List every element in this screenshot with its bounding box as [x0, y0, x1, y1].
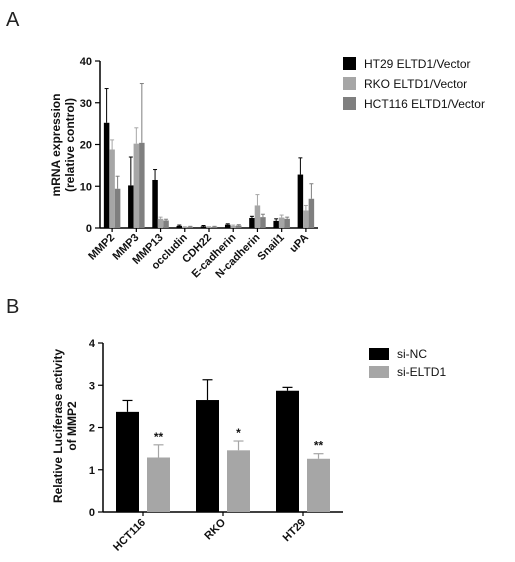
- chart-b-ytick-label-0: 0: [89, 507, 95, 519]
- chart-a-bar-8-2: [308, 198, 315, 228]
- chart-a-bar-7-2: [284, 218, 290, 228]
- chart-a-bar-1-2: [139, 142, 145, 228]
- chart-a-bar-5-2: [235, 225, 242, 228]
- chart-b-ytick-label-2: 2: [89, 423, 95, 435]
- chart-a-ytick-label-2: 20: [80, 140, 92, 152]
- chart-a-bar-6-0: [249, 217, 255, 228]
- chart-a-bar-2-0: [152, 179, 158, 228]
- chart-a-ytick-label-1: 10: [80, 181, 92, 193]
- chart-b-category-label-2: HT29: [281, 517, 309, 545]
- chart-b-ytick-label-4: 4: [89, 338, 96, 350]
- chart-a-category-label-7: Snail1: [255, 232, 286, 263]
- chart-a-bar-3-0: [176, 225, 183, 228]
- panel-label-b: B: [6, 296, 19, 318]
- chart-a-category-label-0: MMP2: [86, 232, 117, 263]
- chart-b-annotation-0: **: [154, 430, 164, 444]
- chart-a-bar-5-1: [230, 225, 236, 228]
- chart-a-bar-0-0: [103, 122, 110, 228]
- chart-a-ylabel-line2: (relative control): [63, 98, 77, 192]
- chart-b-category-label-1: RKO: [202, 516, 228, 542]
- panel-label-a: A: [6, 9, 20, 31]
- chart-a-bar-0-2: [114, 188, 121, 228]
- chart-a-bar-3-2: [187, 226, 194, 228]
- chart-a-bar-4-0: [200, 226, 207, 228]
- chart-a-bar-8-1: [303, 210, 309, 228]
- chart-b-ytick-label-1: 1: [89, 465, 95, 477]
- chart-b-category-label-0: HCT116: [111, 517, 148, 554]
- chart-b-bar-1-0: [196, 400, 219, 512]
- chart-a-ylabel-line1: mRNA expression: [49, 94, 63, 197]
- chart-a-bar-3-1: [182, 227, 188, 228]
- chart-a-bar-6-1: [254, 205, 261, 228]
- chart-b-legend-swatch-1: [369, 366, 389, 378]
- chart-b-bar-0-1: [147, 457, 170, 512]
- chart-a-legend-label-1: RKO ELTD1/Vector: [364, 77, 467, 91]
- chart-a-bar-1-0: [128, 185, 134, 228]
- chart-b-bar-1-1: [227, 450, 250, 512]
- chart-a: mRNA expression (relative control) 0 10 20…: [49, 56, 485, 281]
- chart-a-ytick-label-3: 30: [80, 98, 92, 110]
- chart-b-ylabel-line2: of MMP2: [65, 401, 79, 451]
- chart-a-legend-swatch-1: [343, 77, 356, 90]
- chart-a-bar-7-1: [278, 217, 285, 228]
- chart-a-category-label-8: uPA: [288, 232, 312, 256]
- chart-b-annotation-2: **: [314, 439, 324, 453]
- chart-a-bar-8-0: [297, 174, 304, 228]
- chart-b-ylabel-line1: Relative Luciferase activity: [51, 349, 65, 503]
- chart-a-bar-1-1: [133, 143, 140, 228]
- chart-a-legend-label-2: HCT116 ELTD1/Vector: [364, 97, 485, 111]
- chart-a-bar-0-1: [109, 149, 115, 228]
- chart-a-bar-5-0: [224, 224, 231, 228]
- chart-a-ytick-label-4: 40: [80, 56, 92, 68]
- chart-a-bar-4-1: [206, 227, 212, 228]
- chart-a-legend-swatch-2: [343, 97, 356, 110]
- chart-a-legend-label-0: HT29 ELTD1/Vector: [364, 57, 471, 71]
- chart-a-legend-swatch-0: [343, 57, 356, 70]
- chart-b-bar-2-0: [276, 390, 299, 512]
- chart-a-bar-7-0: [273, 220, 279, 228]
- chart-b-legend-label-0: si-NC: [397, 347, 427, 361]
- chart-b: Relative Luciferase activity of MMP2 0 1 2…: [51, 338, 446, 554]
- chart-b-bar-0-0: [116, 411, 139, 512]
- chart-b-ytick-label-3: 3: [89, 380, 95, 392]
- chart-b-annotation-1: *: [236, 426, 241, 440]
- chart-b-legend-label-1: si-ELTD1: [397, 365, 446, 379]
- chart-b-legend-swatch-0: [369, 348, 389, 360]
- chart-a-bar-2-2: [163, 220, 169, 228]
- chart-a-bar-6-2: [260, 217, 266, 228]
- chart-a-ytick-label-0: 0: [86, 223, 92, 235]
- chart-a-bar-2-1: [157, 218, 164, 228]
- chart-a-bar-4-2: [211, 226, 218, 228]
- chart-b-bar-2-1: [307, 458, 330, 512]
